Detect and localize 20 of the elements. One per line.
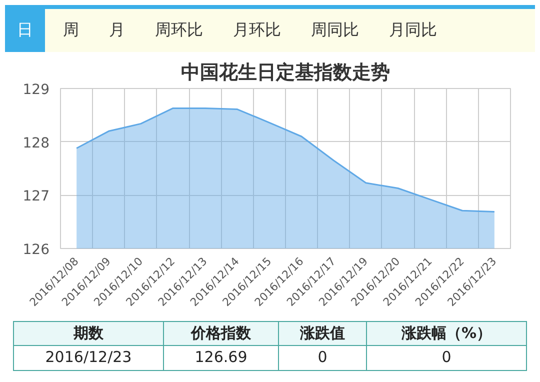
text: 月 xyxy=(108,19,126,41)
text: 价格指数 xyxy=(164,322,278,346)
text: 126.69 xyxy=(164,346,278,370)
text: 涨跌幅（%） xyxy=(366,322,526,346)
text: 涨跌值 xyxy=(278,322,366,346)
y-tick-label: 128 xyxy=(22,135,50,152)
text: 月环比 xyxy=(232,19,282,41)
chart-title: 中国花生日定基指数走势 xyxy=(181,62,390,84)
y-tick-label: 127 xyxy=(22,188,50,205)
text: 月同比 xyxy=(388,19,438,41)
y-tick-label: 126 xyxy=(22,242,50,258)
text: 0 xyxy=(278,346,366,370)
text: 0 xyxy=(366,346,526,370)
text: 周 xyxy=(62,19,80,41)
text: 周环比 xyxy=(154,19,204,41)
text: 2016/12/23 xyxy=(14,346,164,370)
text: 周同比 xyxy=(310,19,360,41)
text: 期数 xyxy=(14,322,164,346)
y-tick-label: 129 xyxy=(22,82,50,98)
text: 日 xyxy=(5,9,45,52)
